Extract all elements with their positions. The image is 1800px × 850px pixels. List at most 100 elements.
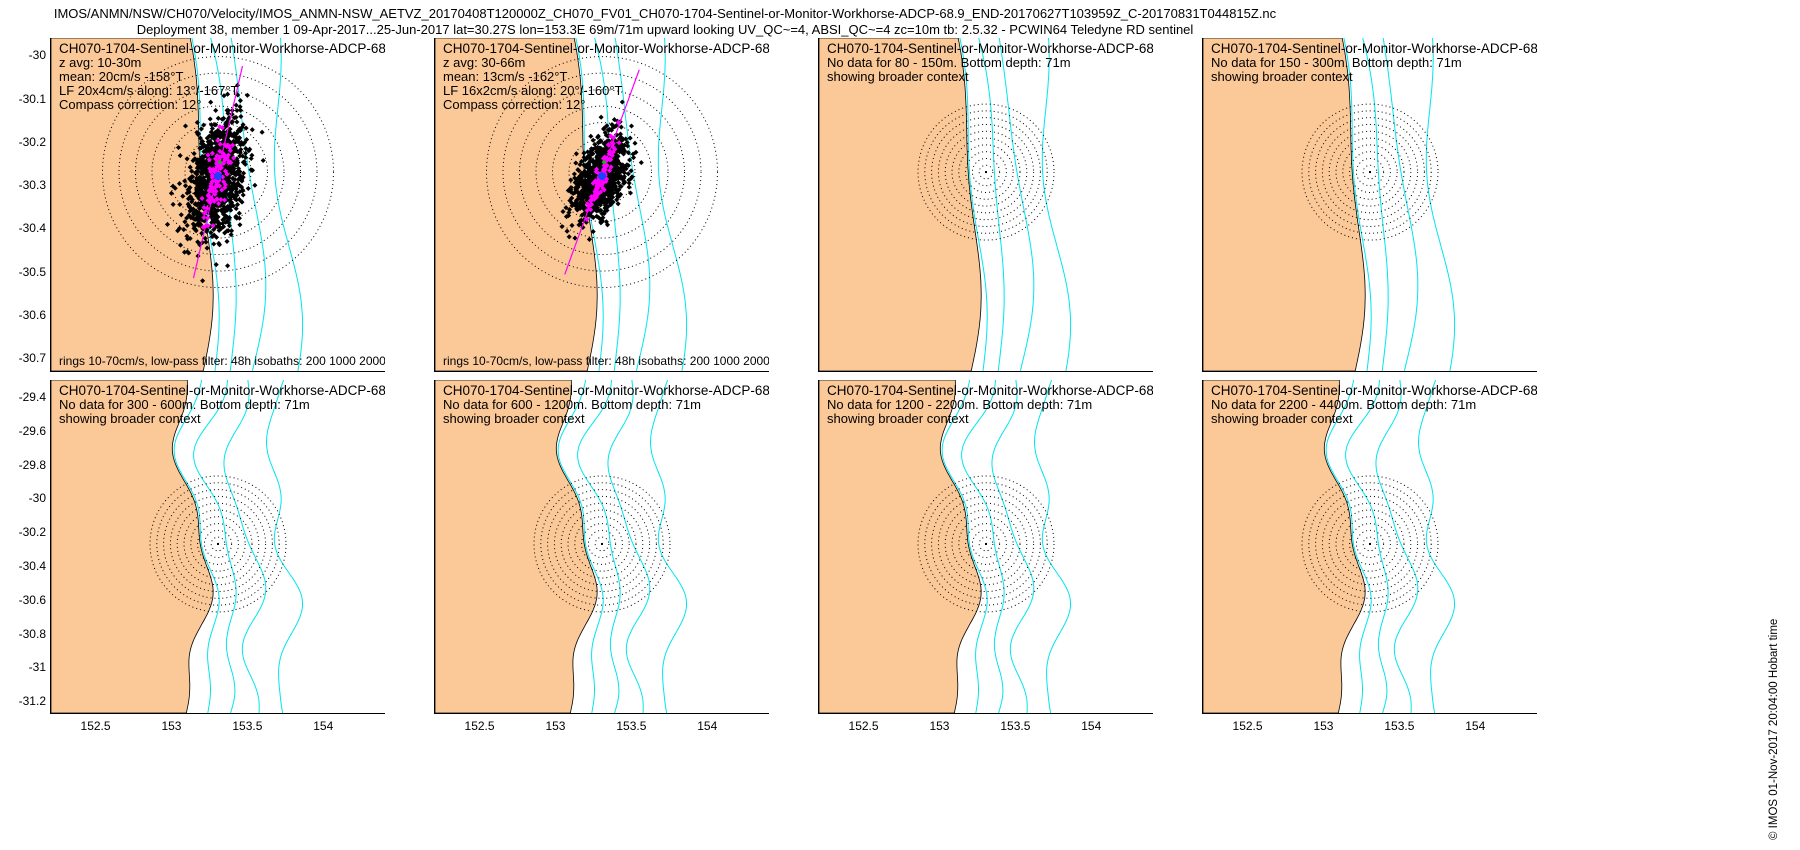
velocity-ring-4 [958,144,1014,200]
velocity-ring-3 [552,122,652,223]
isobath-line-2 [577,380,621,713]
scatter-point [227,202,233,209]
velocity-ring-7 [553,495,651,593]
x-tick-label: 152.5 [1232,719,1263,733]
scatter-point [231,159,237,166]
velocity-ring-10 [917,103,1055,241]
land-area [819,380,982,713]
isobath-line-3 [230,38,267,371]
x-tick-label: 153.5 [1384,719,1415,733]
x-tick-label: 152.5 [80,719,111,733]
y-tick-label: -30.2 [18,134,46,149]
figure-title-line-2: Deployment 38, member 1 09-Apr-2017...25… [136,22,1194,37]
lowpass-point [210,223,216,229]
scatter-point [228,164,234,170]
scatter-point [259,129,265,135]
lowpass-point [206,157,212,163]
scatter-point [564,228,570,234]
scatter-point [191,225,197,231]
scatter-point [203,228,210,234]
isobath-line-2 [1345,380,1389,713]
lowpass-point [203,209,209,215]
map-svg-3 [819,38,1072,371]
scatter-point [237,98,243,104]
scatter-point [618,183,624,190]
panel-footer: rings 10-70cm/s, low-pass filter: 48h is… [59,354,385,368]
isobath-line-4 [1033,380,1071,713]
chart-panel-2: CH070-1704-Sentinel-or-Monitor-Workhorse… [434,38,769,372]
scatter-point [180,193,186,199]
velocity-ring-10 [533,475,671,613]
velocity-ring-1 [1362,536,1378,552]
velocity-ring-4 [958,516,1014,572]
scatter-point [201,122,207,128]
x-tick-label: 154 [313,719,334,733]
scatter-point [182,219,188,225]
velocity-ring-9 [540,482,664,606]
scatter-point [236,135,243,141]
scatter-point [598,114,604,120]
scatter-point [572,235,578,241]
velocity-ring-2 [1355,157,1385,187]
chart-panel-7: CH070-1704-Sentinel-or-Monitor-Workhorse… [818,380,1153,714]
velocity-ring-3 [965,523,1007,565]
panel-annotation: CH070-1704-Sentinel-or-Monitor-Workhorse… [443,42,769,112]
lowpass-point [212,167,219,173]
panel-annotation-line: No data for 600 - 1200m. Bottom depth: 7… [443,397,701,412]
scatter-point [189,197,195,203]
x-tick-label: 154 [1081,719,1102,733]
scatter-point [598,200,604,206]
lowpass-point [219,125,226,131]
scatter-point [214,224,220,230]
lowpass-point [588,197,595,203]
scatter-point [198,145,204,151]
scatter-point [200,278,206,284]
velocity-ring-7 [102,56,334,289]
scatter-point [216,240,222,246]
panel-annotation-line: showing broader context [1211,69,1353,84]
panel-annotation-line: LF 20x4cm/s along: 13°/-167°T [59,83,239,98]
lowpass-point [205,152,211,158]
lowpass-point [207,166,213,172]
velocity-ring-10 [1301,475,1439,613]
y-tick-label: -30.5 [18,264,46,279]
lowpass-point [209,150,215,156]
lowpass-point [222,168,228,174]
velocity-ring-5 [519,89,685,256]
scatter-point [230,181,236,187]
velocity-ring-6 [1328,502,1412,586]
y-tick-label: -30.6 [18,592,46,607]
scatter-point [236,197,242,203]
figure-title-line-1: IMOS/ANMN/NSW/CH070/Velocity/IMOS_ANMN-N… [53,6,1277,21]
scatter-point [221,211,227,218]
isobath-line-3 [607,380,651,713]
scatter-point [238,146,244,153]
panel-annotation-line: z avg: 30-66m [443,55,526,70]
lowpass-point [200,224,206,230]
scatter-point [240,192,246,198]
velocity-ring-8 [1315,489,1425,599]
scatter-point [186,189,192,195]
isobath-line-4 [1425,38,1456,371]
lowpass-point [219,187,225,193]
lowpass-point [221,154,227,160]
y-tick-label: -30.4 [18,558,46,573]
panel-title: CH070-1704-Sentinel-or-Monitor-Workhorse… [443,383,769,398]
y-tick-label: -29.8 [18,457,46,472]
velocity-ring-6 [944,502,1028,586]
velocity-ring-5 [951,509,1021,579]
y-tick-label: -30.2 [18,525,46,540]
scatter-point [190,174,196,180]
scatter-point [182,178,188,184]
chart-panel-8: CH070-1704-Sentinel-or-Monitor-Workhorse… [1202,380,1537,714]
scatter-point [178,212,184,218]
map-svg-6 [435,380,687,713]
isobath-line-2 [978,38,1005,371]
panel-annotation-line: LF 16x2cm/s along: 20°/-160°T [443,83,623,98]
scatter-point [211,227,217,233]
scatter-point [243,146,249,152]
isobath-line-4 [657,38,688,371]
scatter-point [235,160,241,166]
scatter-point [249,152,255,158]
y-tick-label: -30.1 [18,91,46,106]
